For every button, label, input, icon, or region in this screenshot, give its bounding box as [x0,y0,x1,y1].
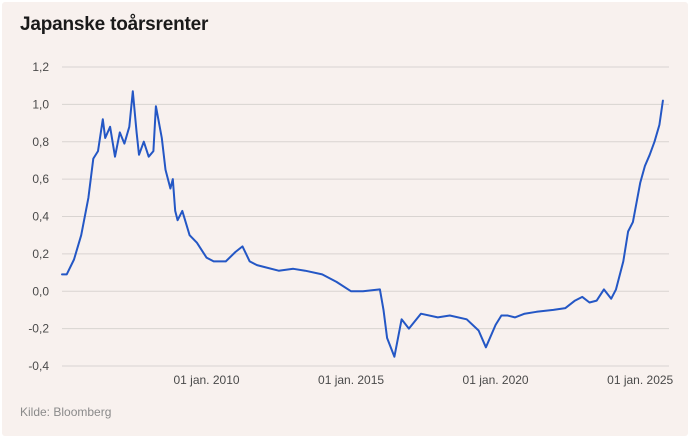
x-tick-label: 01 jan. 2010 [173,373,239,387]
y-tick-label: 1,0 [32,97,49,111]
y-tick-label: 0,4 [32,210,49,224]
x-tick-label: 01 jan. 2025 [607,373,673,387]
chart-card [2,2,688,436]
series-lines [61,90,664,358]
chart-title: Japanske toårsrenter [20,14,209,35]
x-tick-label: 01 jan. 2015 [318,373,384,387]
y-tick-label: 0,8 [32,135,49,149]
y-axis-tick-labels: 1,2 1,0 0,8 0,6 0,4 0,2 0,0 -0,2 -0,4 [28,60,49,373]
y-tick-label: -0,2 [28,322,49,336]
y-tick-label: 1,2 [32,60,49,74]
y-tick-label: 0,6 [32,172,49,186]
gridlines [62,66,669,367]
y-tick-label: 0,0 [32,284,49,298]
x-axis-tick-labels: 01 jan. 2010 01 jan. 2015 01 jan. 2020 01 j… [173,373,673,387]
x-tick-label: 01 jan. 2020 [463,373,529,387]
y-tick-label: 0,2 [32,247,49,261]
series-line [61,90,664,358]
y-tick-label: -0,4 [28,359,49,373]
source-note: Kilde: Bloomberg [20,405,112,419]
